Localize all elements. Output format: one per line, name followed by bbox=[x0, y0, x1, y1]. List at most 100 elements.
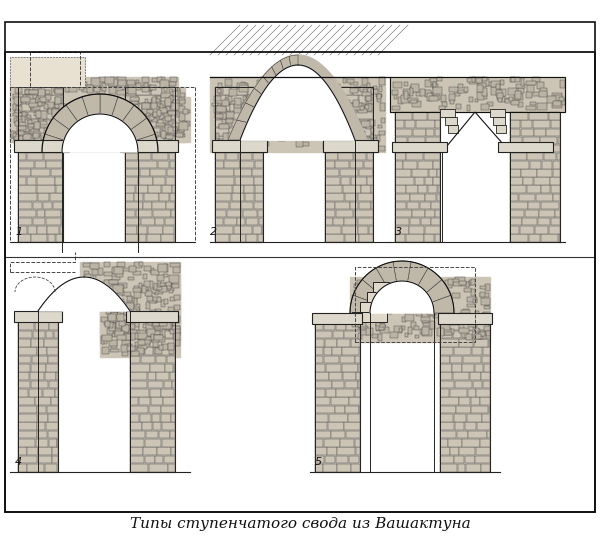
Bar bbox=[100, 282, 180, 342]
Polygon shape bbox=[318, 96, 326, 100]
Polygon shape bbox=[455, 277, 464, 282]
Bar bbox=[19, 447, 26, 455]
Bar bbox=[541, 185, 550, 193]
Bar bbox=[485, 331, 490, 338]
Polygon shape bbox=[284, 77, 292, 81]
Polygon shape bbox=[157, 96, 161, 101]
Polygon shape bbox=[107, 285, 117, 292]
Polygon shape bbox=[174, 330, 180, 334]
Polygon shape bbox=[461, 317, 467, 324]
Polygon shape bbox=[220, 124, 229, 127]
Polygon shape bbox=[165, 125, 171, 133]
Bar bbox=[125, 128, 134, 136]
Polygon shape bbox=[379, 131, 385, 135]
Polygon shape bbox=[131, 332, 136, 340]
Polygon shape bbox=[13, 105, 16, 110]
Polygon shape bbox=[416, 92, 422, 95]
Polygon shape bbox=[258, 141, 261, 147]
Bar bbox=[433, 177, 440, 185]
Bar bbox=[415, 145, 422, 152]
Polygon shape bbox=[460, 328, 469, 333]
Bar bbox=[529, 112, 548, 120]
Polygon shape bbox=[131, 101, 138, 105]
Polygon shape bbox=[296, 140, 302, 147]
Polygon shape bbox=[163, 274, 169, 278]
Polygon shape bbox=[129, 324, 135, 328]
Bar bbox=[43, 112, 59, 119]
Bar bbox=[440, 422, 454, 430]
Polygon shape bbox=[323, 143, 329, 149]
Polygon shape bbox=[160, 80, 169, 88]
Polygon shape bbox=[172, 284, 179, 288]
Polygon shape bbox=[491, 87, 500, 95]
Bar bbox=[249, 120, 263, 127]
Polygon shape bbox=[445, 292, 451, 295]
Bar bbox=[473, 380, 482, 389]
Polygon shape bbox=[346, 117, 350, 124]
Polygon shape bbox=[376, 324, 385, 331]
Bar bbox=[215, 234, 229, 242]
Polygon shape bbox=[290, 97, 295, 102]
Bar bbox=[325, 234, 344, 242]
Bar bbox=[407, 202, 419, 209]
Polygon shape bbox=[116, 262, 125, 268]
Bar bbox=[415, 177, 424, 185]
Bar bbox=[440, 464, 457, 472]
Bar bbox=[464, 422, 476, 430]
Bar bbox=[325, 104, 338, 111]
Polygon shape bbox=[268, 100, 276, 105]
Polygon shape bbox=[21, 97, 31, 102]
Polygon shape bbox=[160, 345, 164, 351]
Bar bbox=[323, 464, 337, 472]
Polygon shape bbox=[149, 337, 152, 342]
Polygon shape bbox=[125, 331, 128, 338]
Polygon shape bbox=[140, 131, 148, 135]
Polygon shape bbox=[14, 97, 21, 105]
Polygon shape bbox=[437, 77, 442, 81]
Bar bbox=[215, 112, 231, 119]
Polygon shape bbox=[321, 118, 325, 125]
Polygon shape bbox=[67, 86, 77, 92]
Bar bbox=[344, 218, 357, 225]
Bar bbox=[143, 447, 157, 455]
Polygon shape bbox=[146, 113, 151, 119]
Bar bbox=[19, 104, 31, 111]
Bar bbox=[395, 120, 404, 128]
Bar bbox=[125, 226, 137, 234]
Bar bbox=[356, 128, 371, 136]
Polygon shape bbox=[128, 87, 136, 94]
Bar bbox=[437, 193, 440, 201]
Polygon shape bbox=[57, 118, 61, 124]
Polygon shape bbox=[308, 86, 317, 94]
Bar bbox=[144, 193, 158, 201]
Polygon shape bbox=[112, 287, 118, 294]
Polygon shape bbox=[98, 268, 103, 275]
Bar bbox=[245, 218, 259, 225]
Polygon shape bbox=[179, 93, 185, 98]
Polygon shape bbox=[393, 82, 402, 88]
Polygon shape bbox=[280, 83, 289, 91]
Polygon shape bbox=[430, 321, 435, 330]
Bar bbox=[262, 136, 263, 144]
Polygon shape bbox=[361, 131, 365, 138]
Bar bbox=[549, 226, 560, 234]
Polygon shape bbox=[505, 100, 512, 103]
Polygon shape bbox=[233, 133, 240, 137]
Polygon shape bbox=[149, 104, 157, 107]
Polygon shape bbox=[132, 112, 142, 117]
Bar bbox=[325, 152, 338, 160]
Polygon shape bbox=[404, 279, 413, 284]
Bar bbox=[246, 95, 256, 103]
Polygon shape bbox=[164, 117, 170, 125]
Polygon shape bbox=[173, 100, 179, 104]
Polygon shape bbox=[344, 132, 353, 137]
Bar bbox=[19, 356, 31, 363]
Bar bbox=[315, 322, 360, 472]
Bar bbox=[459, 339, 473, 347]
Bar bbox=[212, 140, 267, 152]
Bar bbox=[510, 112, 560, 242]
Bar bbox=[234, 169, 251, 177]
Polygon shape bbox=[169, 82, 176, 86]
Bar bbox=[125, 87, 133, 95]
Polygon shape bbox=[385, 309, 392, 313]
